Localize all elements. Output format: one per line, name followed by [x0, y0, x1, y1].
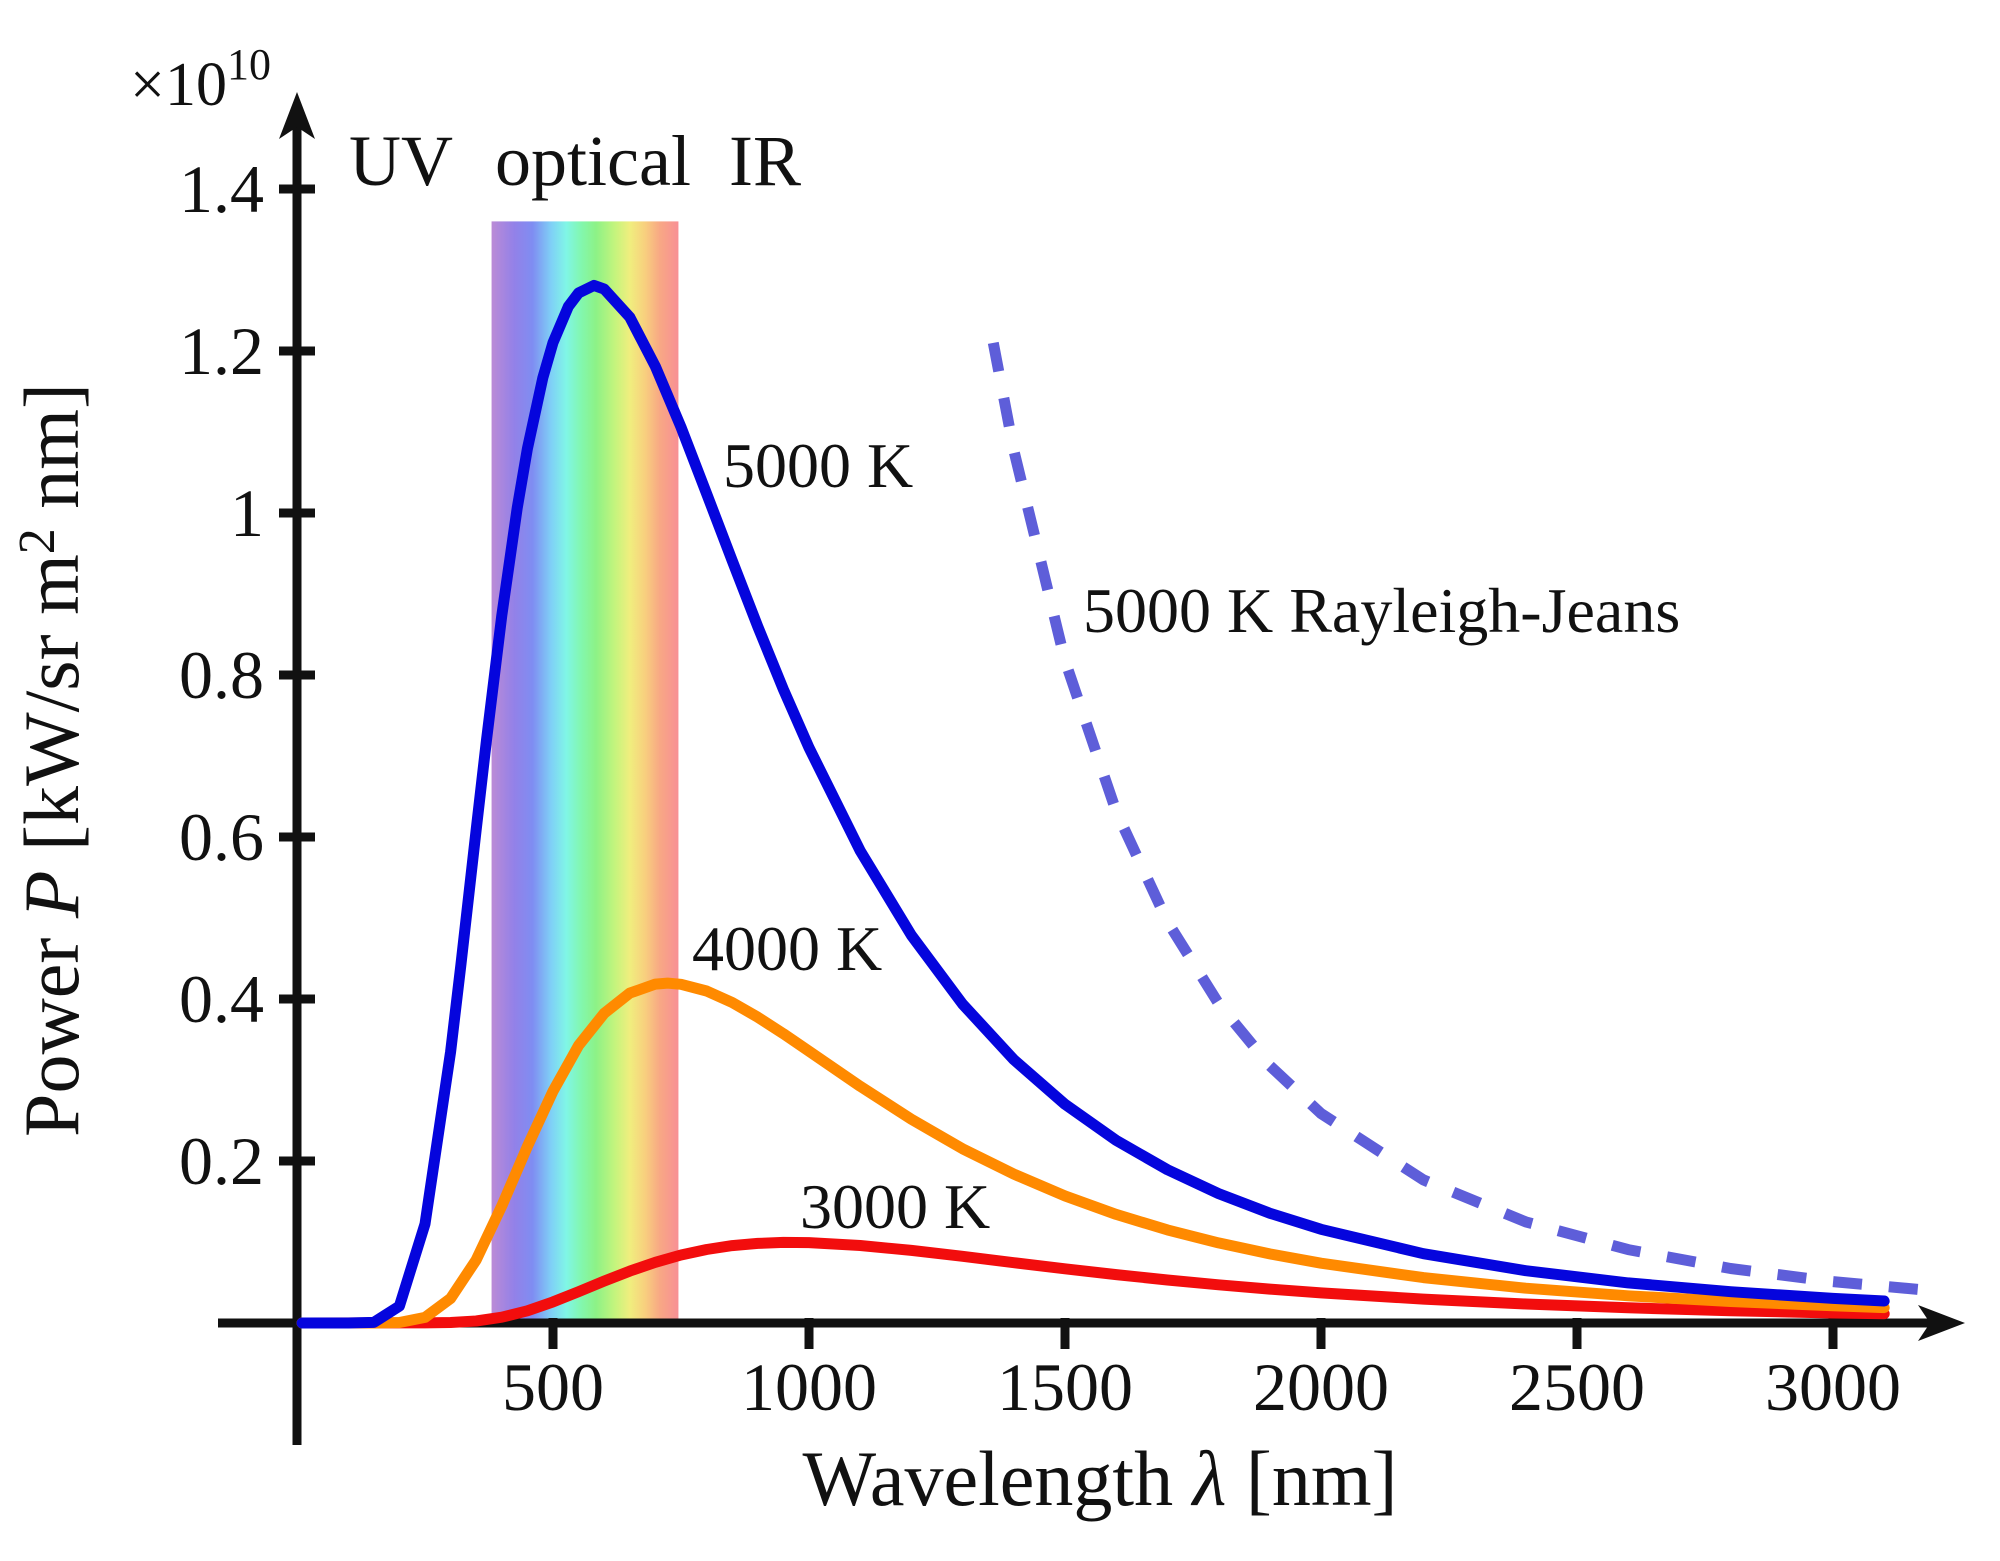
curve-label-4000k: 4000 K	[692, 913, 882, 984]
planck-3000k-curve	[296, 1236, 1890, 1329]
y-tick	[279, 508, 315, 518]
y-scale-factor: ×1010	[130, 40, 271, 119]
visible-spectrum-band	[491, 221, 679, 1323]
x-tick	[1060, 1318, 1070, 1349]
planck-curves	[296, 279, 1936, 1329]
x-tick-label: 2000	[1253, 1349, 1389, 1425]
y-tick	[279, 184, 315, 194]
y-tick	[279, 346, 315, 356]
y-tick	[279, 670, 315, 680]
y-tick-label: 0.8	[179, 637, 264, 713]
x-axis-arrowhead	[1918, 1305, 1965, 1341]
x-tick	[1572, 1318, 1582, 1349]
y-axis-line	[292, 120, 302, 1445]
region-label-uv: UV	[349, 121, 453, 201]
axes: 500 1000 1500 2000 2500 3000 0.2 0.4 0.6 0.8 1 1.2 1…	[179, 92, 1965, 1445]
y-tick	[279, 994, 315, 1004]
curve-label-3000k: 3000 K	[800, 1171, 990, 1242]
x-tick-label: 1000	[741, 1349, 877, 1425]
x-tick-label: 2500	[1509, 1349, 1645, 1425]
region-label-optical: optical	[495, 121, 691, 201]
x-tick-label: 1500	[997, 1349, 1133, 1425]
x-tick	[548, 1318, 558, 1349]
x-tick	[1828, 1318, 1838, 1349]
planck-4000k-curve	[296, 977, 1890, 1329]
region-label-ir: IR	[729, 121, 801, 201]
planck-5000k-curve	[296, 279, 1890, 1329]
x-axis-label: Wavelength λ [nm]	[803, 1435, 1398, 1522]
y-tick-label: 1.4	[179, 151, 264, 227]
x-tick	[1316, 1318, 1326, 1349]
rayleigh-jeans-5000k-curve	[987, 341, 1936, 1297]
y-axis-arrowhead	[279, 92, 315, 139]
curve-label-5000k: 5000 K	[723, 430, 913, 501]
y-tick	[279, 1156, 315, 1166]
x-axis-line	[218, 1318, 1942, 1328]
x-tick-label: 3000	[1765, 1349, 1901, 1425]
y-axis-label: Power P [kW/sr m2 nm]	[8, 383, 95, 1137]
x-tick-label: 500	[502, 1349, 604, 1425]
y-tick-label: 0.2	[179, 1123, 264, 1199]
curve-label-rayleigh-jeans: 5000 K Rayleigh-Jeans	[1083, 575, 1680, 646]
y-tick-label: 1	[230, 475, 264, 551]
y-tick-label: 0.4	[179, 961, 264, 1037]
y-tick	[279, 832, 315, 842]
y-tick-label: 0.6	[179, 799, 264, 875]
y-tick-label: 1.2	[179, 313, 264, 389]
x-tick	[804, 1318, 814, 1349]
